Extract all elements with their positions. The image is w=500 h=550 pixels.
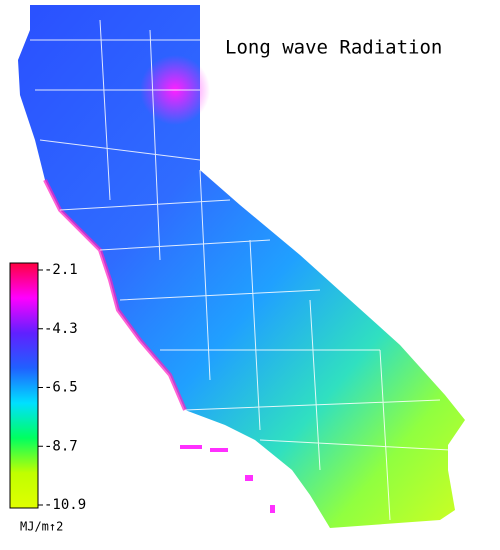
colorbar-tick-label: -6.5 xyxy=(44,380,78,396)
colorbar-unit: MJ/m↑2 xyxy=(20,520,63,534)
islands xyxy=(180,445,275,513)
colorbar-tick-label: -2.1 xyxy=(44,262,78,278)
colorbar-tick-label: -4.3 xyxy=(44,321,78,337)
colorbar-tick-label: -10.9 xyxy=(44,497,86,513)
coast-edge xyxy=(43,179,187,411)
county-lines xyxy=(30,19,451,521)
map-title: Long wave Radiation xyxy=(225,37,442,59)
colorbar-tick-label: -8.7 xyxy=(44,438,78,454)
colorbar xyxy=(9,262,39,509)
california-land xyxy=(18,5,465,528)
